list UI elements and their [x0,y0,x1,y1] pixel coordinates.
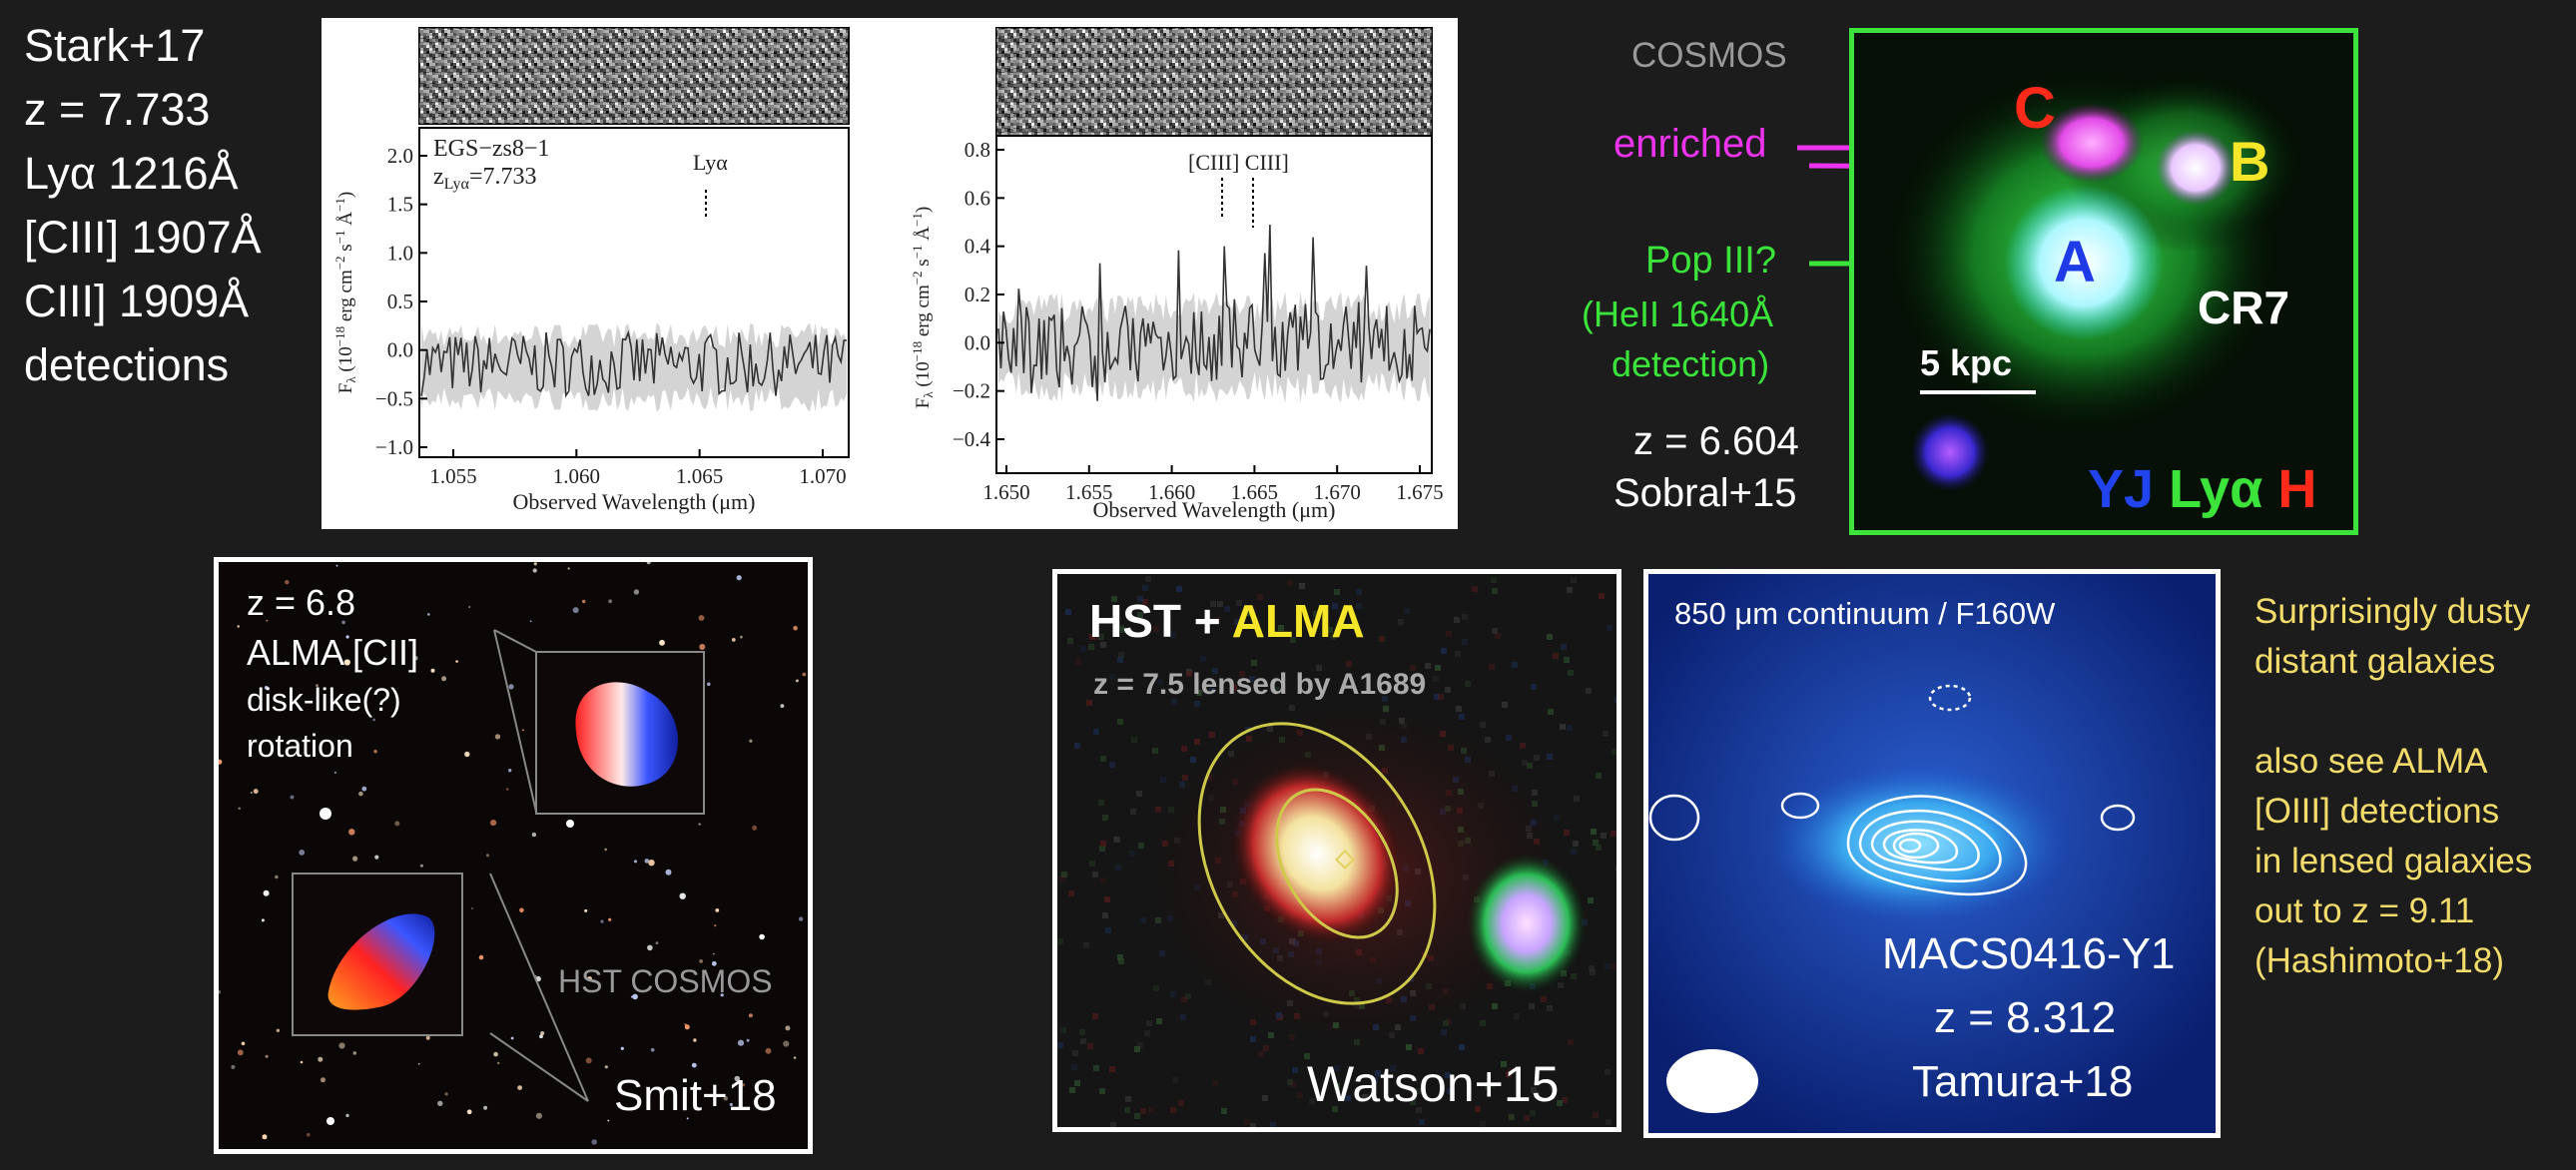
smit-reference: Smit+18 [614,1071,777,1120]
scale-bar-label: 5 kpc [1920,342,2013,383]
spectrum-line-right [997,224,1431,401]
axis-tick-label: −0.4 [953,427,991,451]
dusty-line: also see ALMA [2254,742,2488,781]
lya-line-label: Lyα [693,150,728,175]
object-name: EGS−zs8−1 [433,136,549,162]
band-legend: YJ Lyα H [2088,458,2316,520]
dusty-line: in lensed galaxies [2254,842,2533,880]
axis-tick-label: 0.5 [387,290,413,313]
object-redshift: zLyα=7.733 [433,164,536,193]
axis-tick-label: 1.665 [1231,480,1278,504]
axis-tick-label: 1.675 [1396,480,1443,504]
axis-tick-label: 0.4 [965,235,991,259]
y-axis-label-left: Fλ (10−18 erg cm−2 s−1 Å−1) [332,192,358,393]
watson-subtitle: z = 7.5 lensed by A1689 [1093,668,1427,701]
tamura-reference: Tamura+18 [1912,1057,2134,1106]
dusty-notes: Surprisingly dusty distant galaxies also… [2254,587,2532,986]
watson-reference: Watson+15 [1307,1056,1560,1112]
dusty-line: out to z = 9.11 [2254,891,2475,930]
cr7-redshift: z = 6.604 [1633,419,1799,463]
dusty-line: [OIII] detections [2254,792,2500,831]
x-axis-label-right: Observed Wavelength (μm) [1093,497,1336,522]
axis-tick-label: 0.0 [965,330,990,354]
axis-tick-label: −0.5 [375,386,413,410]
dusty-line: distant galaxies [2254,642,2496,681]
spectra-figure: 2.0 1.5 1.0 0.5 0.0 −0.5 −1.0 1.055 1.060 1.065 1… [322,18,1458,529]
axis-tick-label: 1.055 [429,464,476,488]
watson-title: HST + ALMA [1089,594,1365,648]
cr7-name: CR7 [2198,282,2290,333]
band-yj: YJ [2088,459,2155,519]
axis-tick-label: −0.2 [953,379,990,403]
dusty-spacer [2254,687,2532,737]
tamura-panel: 850 μm continuum / F160W MACS0416-Y1 z =… [1643,569,2221,1138]
heii-label-line2: detection) [1611,343,1770,384]
axis-tick-label: 0.6 [965,186,990,210]
ciii-line-label: [CIII] CIII] [1188,150,1289,175]
axis-tick-label: 0.2 [965,283,990,306]
enriched-label: enriched [1613,122,1767,166]
clump-a-label: A [2054,230,2096,294]
tamura-title: 850 μm continuum / F160W [1674,596,2056,631]
axis-tick-label: 1.065 [676,464,723,488]
axis-tick-label: 1.5 [387,193,413,217]
cosmos-label: COSMOS [1631,36,1787,75]
watson-title-hst: HST [1089,595,1181,647]
axis-tick-label: 0.0 [387,338,413,362]
heii-label-line1: (HeII 1640Å [1582,293,1774,334]
dusty-line: (Hashimoto+18) [2254,941,2504,980]
axis-tick-label: 1.0 [387,241,413,265]
axis-tick-label: 1.670 [1314,480,1361,504]
clump-b-label: B [2230,130,2270,193]
watson-panel: HST + ALMA z = 7.5 lensed by A1689 Watso… [1052,569,1621,1132]
tamura-redshift: z = 8.312 [1934,993,2117,1042]
smit-line: rotation [247,728,353,764]
stark-line: Stark+17 [24,20,206,71]
stark-detections-list: Stark+17 z = 7.733 Lyα 1216Å [CIII] 1907… [24,14,262,397]
axis-tick-label: 1.655 [1065,480,1112,504]
band-h: H [2277,459,2317,519]
cr7-reference: Sobral+15 [1613,471,1797,515]
band-lya: Lyα [2169,459,2263,519]
smit-line: ALMA [CII] [247,632,419,673]
watson-title-plus: + [1181,595,1232,647]
axis-tick-label: −1.0 [375,435,413,459]
smit-panel: z = 6.8 ALMA [CII] disk-like(?) rotation… [214,557,813,1154]
x-axis-label-left: Observed Wavelength (μm) [513,489,756,514]
axis-tick-label: 1.660 [1148,480,1195,504]
smit-line: disk-like(?) [247,682,401,718]
cr7-image: C B A CR7 5 kpc YJ Lyα H [1849,28,2358,535]
axis-tick-label: 1.650 [982,480,1029,504]
pop3-label: Pop III? [1645,240,1776,282]
dusty-line: Surprisingly dusty [2254,592,2531,631]
stark-line: CIII] 1909Å [24,276,250,326]
spectrum-line-left [420,329,848,398]
stark-line: Lyα 1216Å [24,148,239,199]
axis-tick-label: 1.060 [553,464,600,488]
hst-cosmos-label: HST COSMOS [558,963,773,999]
stark-line: [CIII] 1907Å [24,212,262,263]
axis-tick-label: 0.8 [965,138,990,162]
stark-line: z = 7.733 [24,84,211,135]
smit-line: z = 6.8 [247,582,356,623]
y-axis-label-right: Fλ (10−18 erg cm−2 s−1 Å−1) [910,207,936,408]
axis-tick-label: 2.0 [387,144,413,168]
clump-c-label: C [2014,76,2056,141]
stark-line: detections [24,339,230,390]
watson-title-alma: ALMA [1231,595,1365,647]
axis-tick-label: 1.070 [799,464,846,488]
tamura-object: MACS0416-Y1 [1882,929,2176,978]
